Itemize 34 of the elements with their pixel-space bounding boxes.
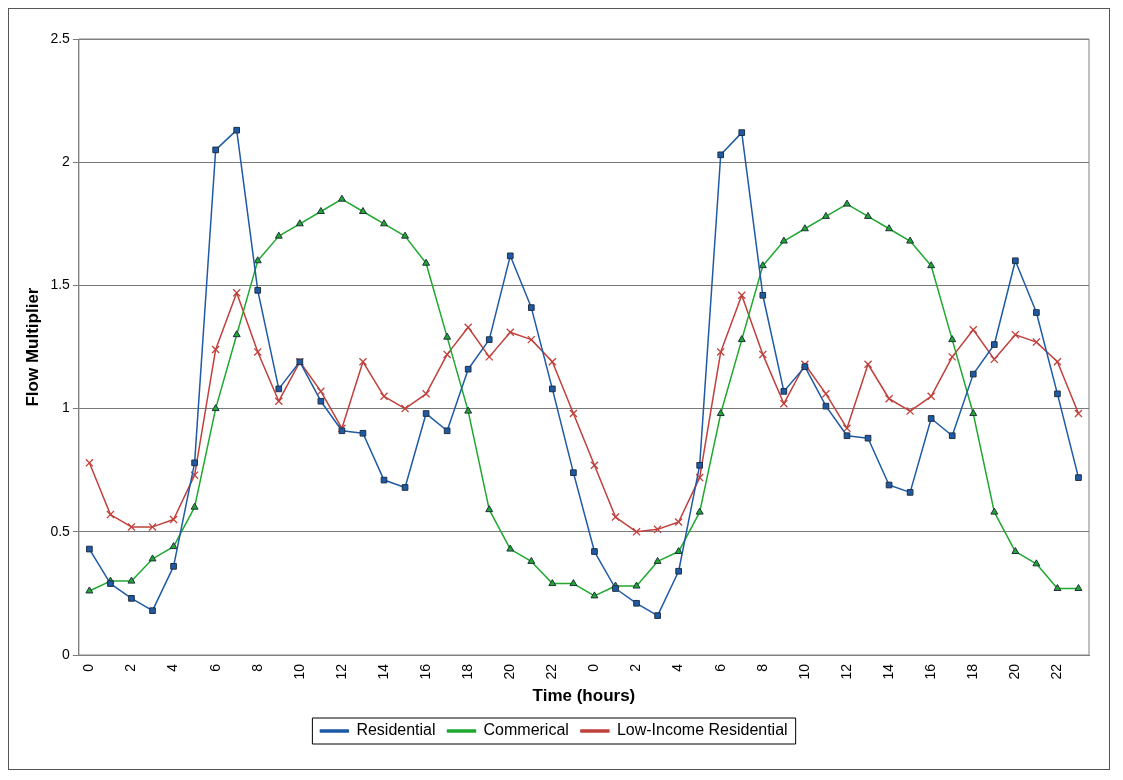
x-tick-label: 18 bbox=[964, 663, 981, 680]
x-tick-label: 14 bbox=[374, 663, 391, 680]
x-tick-label: 20 bbox=[1006, 663, 1023, 680]
y-tick-label: 1.5 bbox=[50, 276, 71, 293]
x-tick-label: 18 bbox=[459, 663, 476, 680]
x-tick-label: 16 bbox=[416, 663, 433, 680]
x-tick-label: 0 bbox=[80, 663, 97, 672]
x-tick-label: 22 bbox=[543, 663, 560, 680]
x-tick-label: 14 bbox=[879, 663, 896, 680]
y-tick-label: 1 bbox=[62, 399, 71, 416]
x-tick-label: 20 bbox=[501, 663, 518, 680]
legend-label: Commerical bbox=[483, 721, 569, 739]
y-tick-label: 2.5 bbox=[50, 29, 71, 46]
x-tick-label: 2 bbox=[122, 663, 139, 672]
legend-label: Residential bbox=[356, 721, 436, 739]
x-tick-label: 8 bbox=[753, 663, 770, 672]
x-tick-label: 4 bbox=[669, 663, 686, 672]
x-tick-label: 12 bbox=[837, 663, 854, 680]
y-tick-label: 0.5 bbox=[50, 522, 71, 539]
x-tick-label: 22 bbox=[1048, 663, 1065, 680]
x-tick-label: 10 bbox=[290, 663, 307, 680]
x-tick-label: 0 bbox=[585, 663, 602, 672]
x-tick-label: 10 bbox=[795, 663, 812, 680]
x-tick-label: 6 bbox=[206, 663, 223, 672]
legend-label: Low-Income Residential bbox=[616, 721, 788, 739]
x-tick-label: 16 bbox=[922, 663, 939, 680]
x-tick-label: 6 bbox=[711, 663, 728, 672]
x-tick-label: 8 bbox=[248, 663, 265, 672]
x-tick-label: 2 bbox=[627, 663, 644, 672]
x-tick-label: 4 bbox=[164, 663, 181, 672]
x-axis-title: Time (hours) bbox=[532, 686, 636, 706]
y-tick-label: 2 bbox=[62, 153, 71, 170]
x-tick-label: 12 bbox=[332, 663, 349, 680]
y-axis-title: Flow Multiplier bbox=[22, 287, 42, 407]
